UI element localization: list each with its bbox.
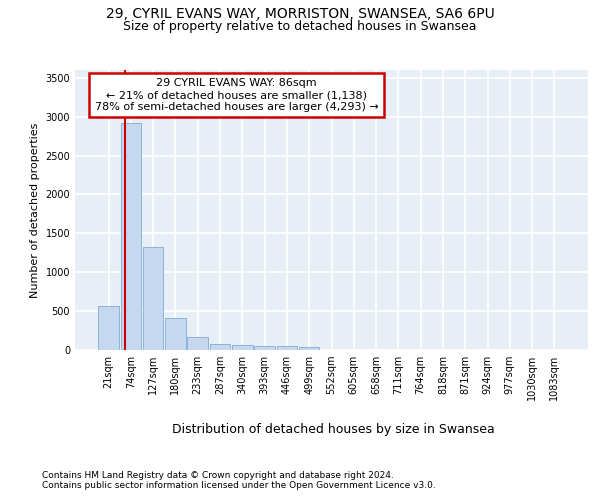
Text: Contains public sector information licensed under the Open Government Licence v3: Contains public sector information licen… bbox=[42, 481, 436, 490]
Text: Contains HM Land Registry data © Crown copyright and database right 2024.: Contains HM Land Registry data © Crown c… bbox=[42, 471, 394, 480]
Bar bbox=[277, 346, 297, 350]
Bar bbox=[299, 346, 319, 350]
Text: 29 CYRIL EVANS WAY: 86sqm
← 21% of detached houses are smaller (1,138)
78% of se: 29 CYRIL EVANS WAY: 86sqm ← 21% of detac… bbox=[95, 78, 379, 112]
Text: Size of property relative to detached houses in Swansea: Size of property relative to detached ho… bbox=[123, 20, 477, 33]
Bar bbox=[254, 346, 275, 350]
Bar bbox=[187, 337, 208, 350]
Bar bbox=[121, 123, 141, 350]
Bar bbox=[165, 318, 186, 350]
Bar bbox=[143, 248, 163, 350]
Bar bbox=[232, 346, 253, 350]
Text: 29, CYRIL EVANS WAY, MORRISTON, SWANSEA, SA6 6PU: 29, CYRIL EVANS WAY, MORRISTON, SWANSEA,… bbox=[106, 8, 494, 22]
Bar bbox=[210, 344, 230, 350]
Bar bbox=[98, 306, 119, 350]
Y-axis label: Number of detached properties: Number of detached properties bbox=[30, 122, 40, 298]
Text: Distribution of detached houses by size in Swansea: Distribution of detached houses by size … bbox=[172, 422, 494, 436]
